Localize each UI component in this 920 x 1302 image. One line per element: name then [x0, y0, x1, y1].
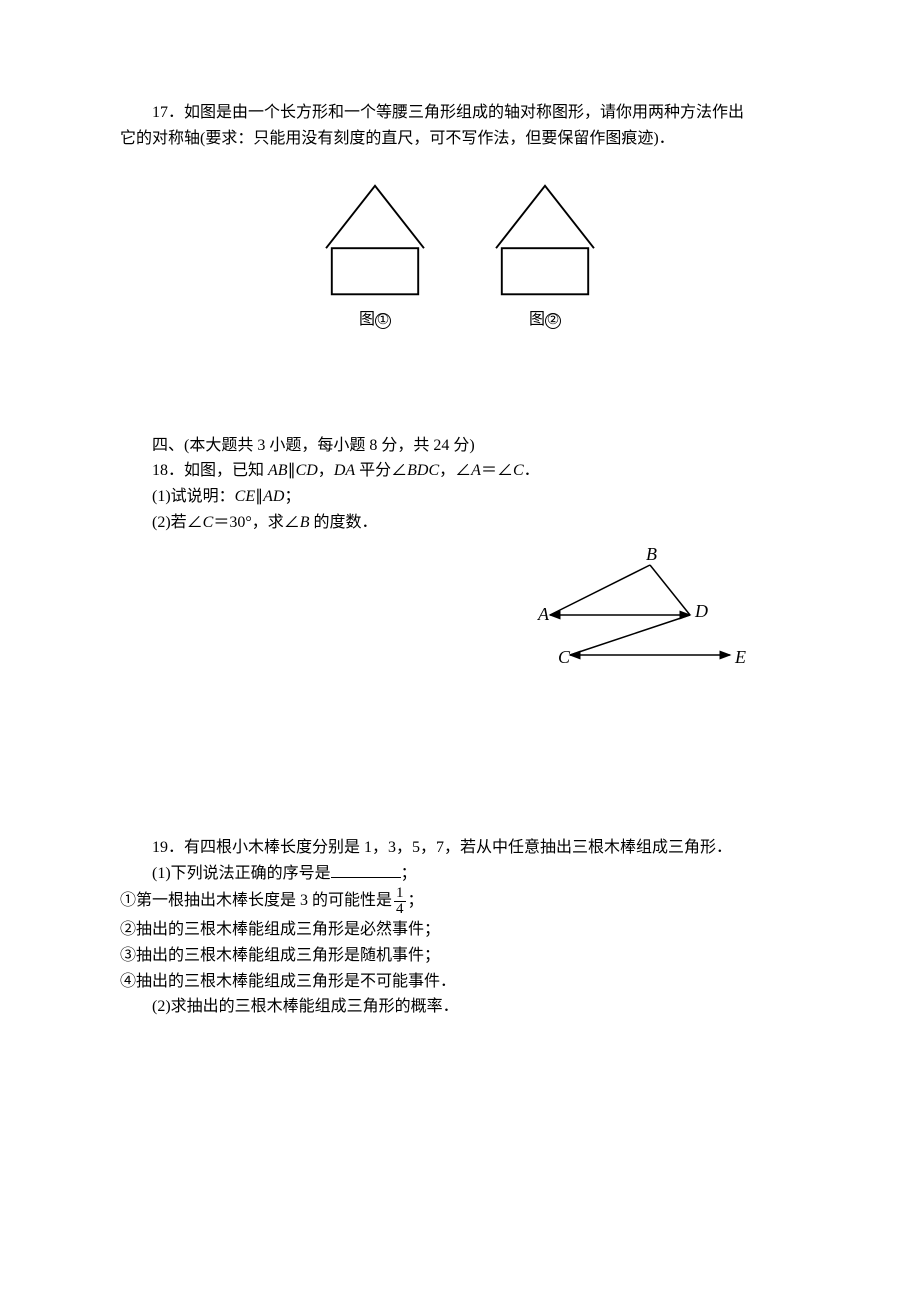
frac-num: 1	[394, 886, 406, 902]
q19-sub1: (1)下列说法正确的序号是 ；	[120, 861, 800, 887]
q18-par1: ∥	[288, 462, 296, 479]
q18-t1: 18．如图，已知	[152, 462, 268, 479]
q17-fig2-label: 图②	[529, 307, 561, 333]
label-B: B	[646, 545, 657, 564]
q19-opt1: ①第一根抽出木棒长度是 3 的可能性是14；	[120, 886, 800, 917]
house-shape-2	[480, 181, 610, 301]
fig2-num: ②	[545, 313, 561, 329]
q18-b: B	[300, 514, 310, 531]
q19-o1a: ①第一根抽出木棒长度是 3 的可能性是	[120, 893, 392, 910]
q18-ce: CE	[235, 488, 255, 505]
line-AB	[550, 565, 650, 615]
section4-header: 四、(本大题共 3 小题，每小题 8 分，共 24 分)	[120, 433, 800, 459]
line-BD	[650, 565, 690, 615]
q18-ad: AD	[263, 488, 284, 505]
q17-line2: 它的对称轴(要求：只能用没有刻度的直尺，可不写作法，但要保留作图痕迹)．	[120, 126, 800, 152]
q18-bdc: BDC	[407, 462, 439, 479]
q18-sub2: (2)若∠C＝30°，求∠B 的度数．	[120, 510, 800, 536]
q18-figure: A B C D E	[120, 545, 800, 675]
q17-fig2: 图②	[480, 181, 610, 333]
label-C: C	[558, 647, 571, 667]
label-E: E	[734, 647, 746, 667]
q18-cd: CD	[296, 462, 318, 479]
q17-fig1-label: 图①	[359, 307, 391, 333]
house2-rect	[502, 248, 588, 294]
q18-s2a: (2)若∠	[152, 514, 203, 531]
q18-c: C	[513, 462, 524, 479]
q19-blank	[331, 861, 401, 878]
q18-p: ．	[524, 462, 540, 479]
q19-line1: 19．有四根小木棒长度分别是 1，3，5，7，若从中任意抽出三根木棒组成三角形．	[120, 835, 800, 861]
q18-a: A	[471, 462, 481, 479]
q19-sub2: (2)求抽出的三根木棒能组成三角形的概率．	[120, 994, 800, 1020]
q17-figures: 图① 图②	[120, 181, 800, 333]
q18-c2l: C	[203, 514, 214, 531]
q18-eq: ＝∠	[481, 462, 513, 479]
fig2-prefix: 图	[529, 311, 545, 328]
q18-sub1: (1)试说明：CE∥AD；	[120, 484, 800, 510]
label-A: A	[537, 604, 550, 624]
q18-c2: ，∠	[439, 462, 471, 479]
q18-da: DA	[334, 462, 355, 479]
q19-frac: 14	[394, 886, 406, 917]
fig1-num: ①	[375, 313, 391, 329]
q19-opt4: ④抽出的三根木棒能组成三角形是不可能事件．	[120, 969, 800, 995]
q18-line1: 18．如图，已知 AB∥CD，DA 平分∠BDC，∠A＝∠C．	[120, 458, 800, 484]
line-CD	[570, 615, 690, 655]
q18-s1b: ；	[284, 488, 300, 505]
q17-fig1: 图①	[310, 181, 440, 333]
q18-par2: ∥	[255, 488, 263, 505]
frac-den: 4	[394, 902, 406, 917]
q19-o1b: ；	[408, 893, 424, 910]
q19-opt3: ③抽出的三根木棒能组成三角形是随机事件；	[120, 943, 800, 969]
q18-c1: ，	[318, 462, 334, 479]
house1-rect	[332, 248, 418, 294]
q19-semi: ；	[401, 865, 417, 882]
q18-svg: A B C D E	[530, 545, 760, 675]
q18-s2b: ＝30°，求∠	[213, 514, 299, 531]
q19-s1: (1)下列说法正确的序号是	[152, 865, 331, 882]
q18-ab: AB	[268, 462, 288, 479]
q18-s2c: 的度数．	[310, 514, 378, 531]
fig1-prefix: 图	[359, 311, 375, 328]
q17-line1: 17．如图是由一个长方形和一个等腰三角形组成的轴对称图形，请你用两种方法作出	[120, 100, 800, 126]
q19-opt2: ②抽出的三根木棒能组成三角形是必然事件；	[120, 917, 800, 943]
q18-m1: 平分∠	[355, 462, 407, 479]
q18-s1a: (1)试说明：	[152, 488, 235, 505]
label-D: D	[694, 601, 708, 621]
house-shape-1	[310, 181, 440, 301]
house1-tri	[326, 186, 424, 248]
house2-tri	[496, 186, 594, 248]
